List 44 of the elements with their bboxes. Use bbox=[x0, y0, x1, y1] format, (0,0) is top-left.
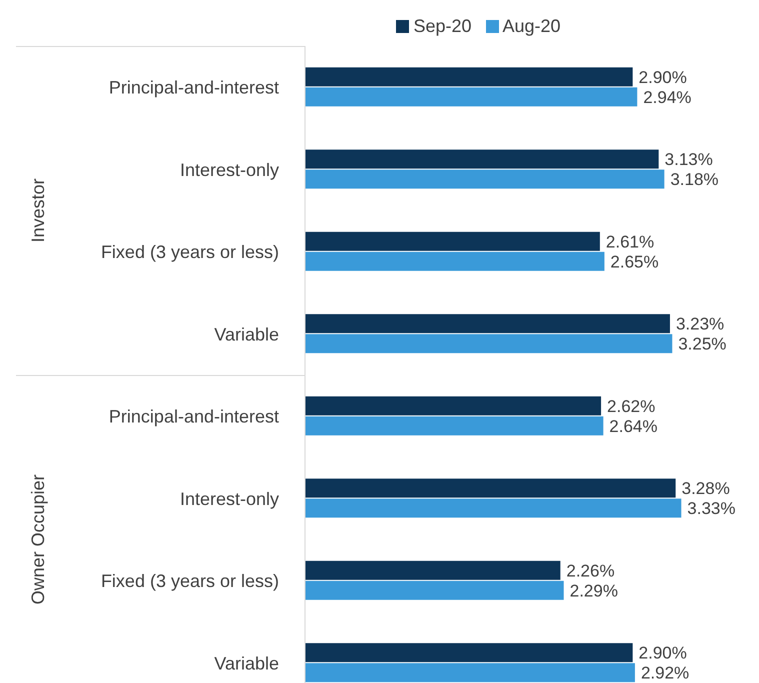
bar bbox=[305, 252, 604, 271]
y-tick-label: Fixed (3 years or less) bbox=[100, 242, 279, 262]
data-label: 2.94% bbox=[643, 88, 692, 107]
data-label: 3.18% bbox=[670, 170, 719, 190]
y-tick-label: Interest-only bbox=[180, 488, 279, 509]
data-label: 2.26% bbox=[566, 561, 615, 580]
legend-label: Aug-20 bbox=[502, 16, 561, 36]
bar bbox=[305, 396, 602, 416]
bar bbox=[305, 232, 600, 251]
data-label: 3.23% bbox=[676, 314, 724, 334]
data-label: 2.62% bbox=[607, 396, 656, 416]
data-label: 3.28% bbox=[682, 479, 730, 498]
bar bbox=[305, 314, 670, 334]
data-label: 3.13% bbox=[664, 150, 713, 170]
data-label: 2.90% bbox=[638, 68, 687, 87]
bar bbox=[305, 560, 560, 580]
y-tick-label: Interest-only bbox=[180, 160, 279, 180]
bar bbox=[305, 643, 633, 662]
bar bbox=[305, 170, 664, 189]
data-label: 2.64% bbox=[609, 416, 658, 436]
bar bbox=[305, 580, 564, 600]
data-label: 3.25% bbox=[678, 334, 726, 354]
bar bbox=[305, 663, 635, 682]
y-tick-label: Principal-and-interest bbox=[108, 78, 279, 98]
bar bbox=[305, 478, 676, 498]
data-label: 2.29% bbox=[570, 581, 618, 600]
bar bbox=[305, 87, 638, 106]
data-label: 2.61% bbox=[606, 232, 654, 252]
y-tick-label: Variable bbox=[214, 653, 279, 674]
y-tick-label: Principal-and-interest bbox=[108, 406, 279, 427]
data-label: 3.33% bbox=[687, 499, 736, 518]
bar bbox=[305, 150, 659, 169]
data-label: 2.90% bbox=[638, 644, 687, 663]
data-label: 2.92% bbox=[640, 664, 690, 683]
bar bbox=[305, 67, 633, 86]
bar bbox=[305, 416, 604, 436]
legend-label: Sep-20 bbox=[413, 16, 472, 36]
data-label: 2.65% bbox=[610, 252, 659, 272]
y-tick-label: Variable bbox=[214, 324, 279, 344]
text: Investor bbox=[28, 178, 48, 243]
y-tick-label: Fixed (3 years or less) bbox=[100, 571, 279, 592]
bar bbox=[305, 498, 682, 518]
bar bbox=[305, 334, 672, 354]
text: Owner Occupier bbox=[28, 474, 48, 605]
